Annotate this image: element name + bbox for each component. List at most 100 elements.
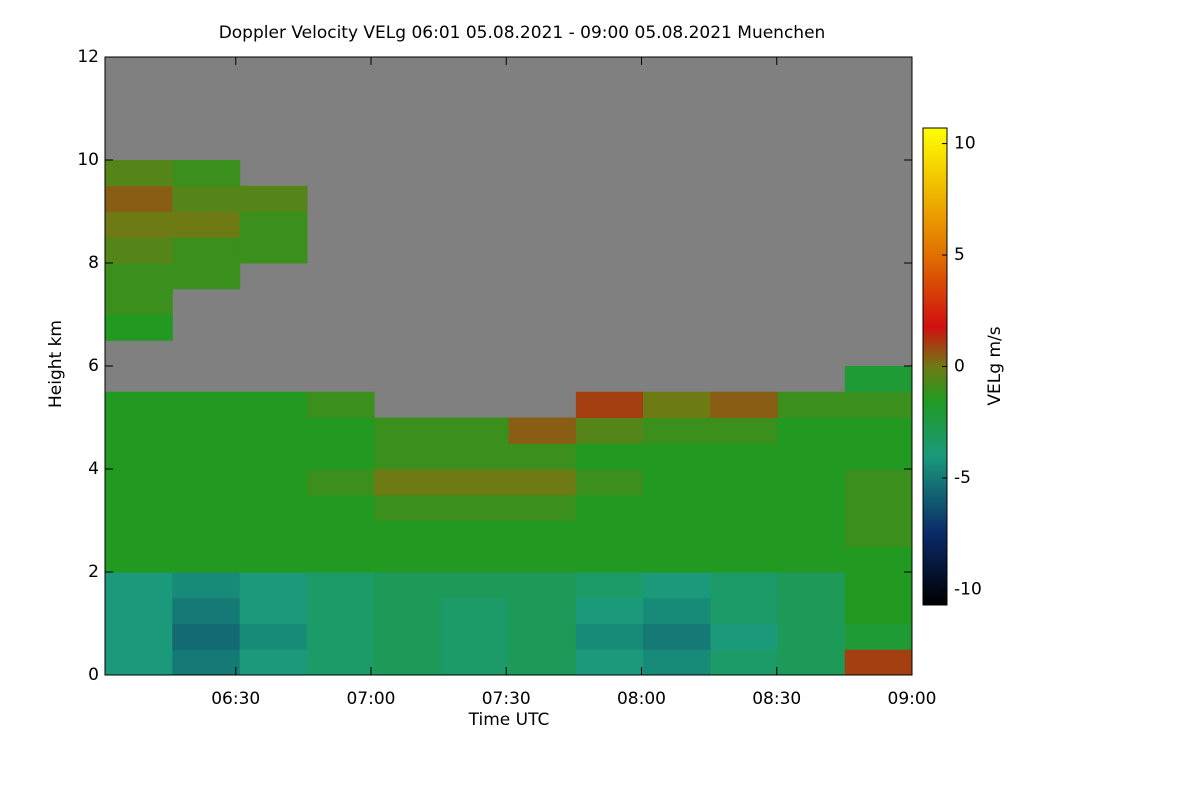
cell [105,649,173,676]
cell [575,417,644,444]
cell [441,623,510,650]
cell [239,597,308,624]
cell [105,417,173,444]
y-tick-label: 4 [88,459,99,479]
cell [172,623,241,650]
cell [105,520,173,547]
cell [844,494,913,521]
cell [374,417,442,444]
colorbar-tick-label: -5 [954,468,971,488]
cell [239,417,308,444]
y-tick-label: 12 [77,47,99,67]
cell [239,623,308,650]
cell [239,391,308,418]
cell [710,494,779,521]
cell [374,623,442,650]
cell [306,417,375,444]
cell [306,494,375,521]
cell [844,597,913,624]
cell [508,469,577,496]
cell [105,597,173,624]
cell [172,237,241,264]
cell [575,572,644,599]
cell [441,649,510,676]
cell [306,443,375,470]
cell [374,546,442,573]
cell [105,160,173,187]
cell [172,469,241,496]
cell [374,443,442,470]
cell [172,263,241,290]
cell [306,546,375,573]
cell [172,649,241,676]
cell [239,443,308,470]
cell [844,546,913,573]
x-axis-label: Time UTC [468,710,550,730]
cell [508,623,577,650]
cell [642,597,711,624]
cell [105,469,173,496]
cell [508,572,577,599]
cell [575,494,644,521]
cell [508,520,577,547]
axes: 0 2 4 6 8 10 12 06:30 07:00 07:30 08:00 08:30 09:00 -… [77,47,981,709]
colorbar-tick-label: 10 [954,134,976,154]
cell [172,572,241,599]
cell [575,443,644,470]
cell [239,185,308,212]
cell [710,391,779,418]
x-tick-label: 07:00 [346,689,395,709]
cell [508,649,577,676]
cell [844,572,913,599]
cell [172,185,241,212]
cell [844,649,913,676]
x-tick-label: 08:00 [617,689,666,709]
cell [306,469,375,496]
cell [844,417,913,444]
cell [844,443,913,470]
cell [710,469,779,496]
cell [575,469,644,496]
colorbar-tick-label: 5 [954,245,965,265]
cell [374,649,442,676]
cell [105,494,173,521]
cell [844,391,913,418]
cell [508,494,577,521]
cell [777,494,846,521]
cell [441,572,510,599]
cell [105,288,173,315]
cell [306,391,375,418]
cell [105,263,173,290]
colorbar-label: VELg m/s [985,326,1005,405]
cell [105,391,173,418]
x-tick-label: 06:30 [211,689,260,709]
cell [105,185,173,212]
cell [441,443,510,470]
cell [575,597,644,624]
cell [777,417,846,444]
colorbar-tick-label: 0 [954,357,965,377]
chart-title: Doppler Velocity VELg 06:01 05.08.2021 -… [219,23,826,43]
cell [374,572,442,599]
cell [239,469,308,496]
cell [844,469,913,496]
y-tick-label: 2 [88,562,99,582]
cell [642,469,711,496]
cell [306,597,375,624]
cell [374,494,442,521]
cell [508,443,577,470]
cell [441,469,510,496]
y-tick-label: 8 [88,253,99,273]
cell [374,469,442,496]
cell [239,572,308,599]
cell [642,391,711,418]
cell [710,597,779,624]
cell [710,443,779,470]
x-tick-label: 09:00 [888,689,937,709]
cell [374,520,442,547]
cell [105,546,173,573]
cell [239,520,308,547]
y-tick-label: 0 [88,665,99,685]
cell [105,237,173,264]
